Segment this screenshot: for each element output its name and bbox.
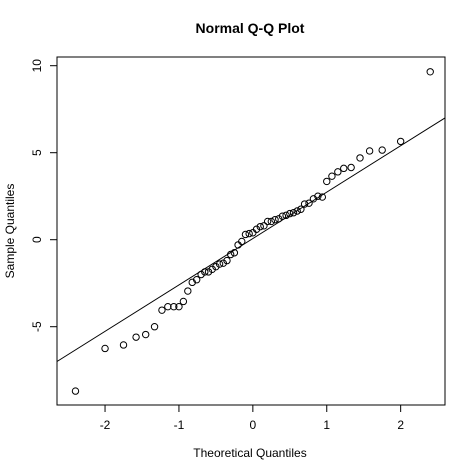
data-point [256, 222, 264, 231]
data-point [158, 306, 166, 314]
data-point [347, 163, 355, 172]
data-point [297, 205, 305, 213]
plot-frame [56, 56, 446, 406]
data-point [219, 259, 227, 267]
data-point [245, 229, 253, 238]
data-point [334, 168, 342, 176]
x-tick-label: -1 [174, 418, 185, 432]
x-tick-label: 2 [397, 418, 404, 432]
data-point [365, 147, 374, 155]
data-point [282, 211, 290, 220]
data-point [184, 287, 192, 295]
data-point [271, 215, 279, 224]
data-point [252, 225, 261, 233]
data-point [396, 137, 405, 146]
data-point [286, 209, 294, 218]
data-point [204, 268, 213, 276]
data-point [426, 68, 434, 76]
data-point [175, 302, 183, 311]
data-point [249, 229, 257, 237]
qq-reference-line [56, 117, 446, 362]
data-point [215, 260, 224, 268]
x-tick-label: -2 [100, 418, 111, 432]
data-point [289, 209, 298, 217]
data-point [260, 222, 268, 230]
data-point [150, 323, 159, 331]
x-tick-label: 1 [323, 418, 330, 432]
data-point [328, 172, 336, 180]
data-point [71, 387, 80, 395]
chart-title: Normal Q-Q Plot [196, 20, 305, 36]
data-point [318, 193, 327, 201]
data-point [132, 333, 140, 341]
data-point [300, 200, 309, 208]
data-point [201, 268, 209, 276]
data-point [141, 330, 150, 339]
x-axis-label: Theoretical Quantiles [193, 446, 306, 460]
data-point [340, 164, 348, 173]
data-point [275, 215, 283, 223]
data-point [119, 341, 128, 349]
reference-line-layer [56, 117, 446, 362]
y-tick-label: 10 [30, 59, 44, 73]
data-point [314, 192, 322, 200]
data-point [356, 154, 364, 162]
data-point [179, 297, 188, 306]
data-point [263, 217, 272, 226]
data-point [170, 302, 178, 311]
data-point [197, 270, 205, 279]
data-point [241, 230, 250, 239]
x-tick-label: 0 [250, 418, 257, 432]
plot-area [56, 56, 446, 406]
data-point [323, 177, 331, 186]
y-tick-label: -5 [30, 321, 44, 332]
y-tick-label: 0 [30, 236, 44, 243]
data-point [234, 241, 242, 249]
y-axis-label: Sample Quantiles [3, 184, 17, 279]
data-point [226, 250, 235, 259]
data-point [223, 256, 231, 265]
points-layer [71, 68, 434, 395]
y-axis: -5 0 5 10 [30, 59, 57, 332]
data-point [212, 262, 220, 271]
data-point [101, 344, 109, 353]
data-point [192, 276, 201, 284]
y-tick-label: 5 [30, 149, 44, 156]
x-axis: -2 -1 0 1 2 [100, 405, 404, 432]
data-point [293, 207, 301, 215]
data-point [278, 212, 287, 220]
data-point [305, 199, 313, 207]
data-point [230, 249, 239, 257]
data-point [208, 265, 216, 273]
data-point [267, 217, 276, 226]
data-point [238, 237, 246, 246]
data-point [378, 146, 386, 154]
